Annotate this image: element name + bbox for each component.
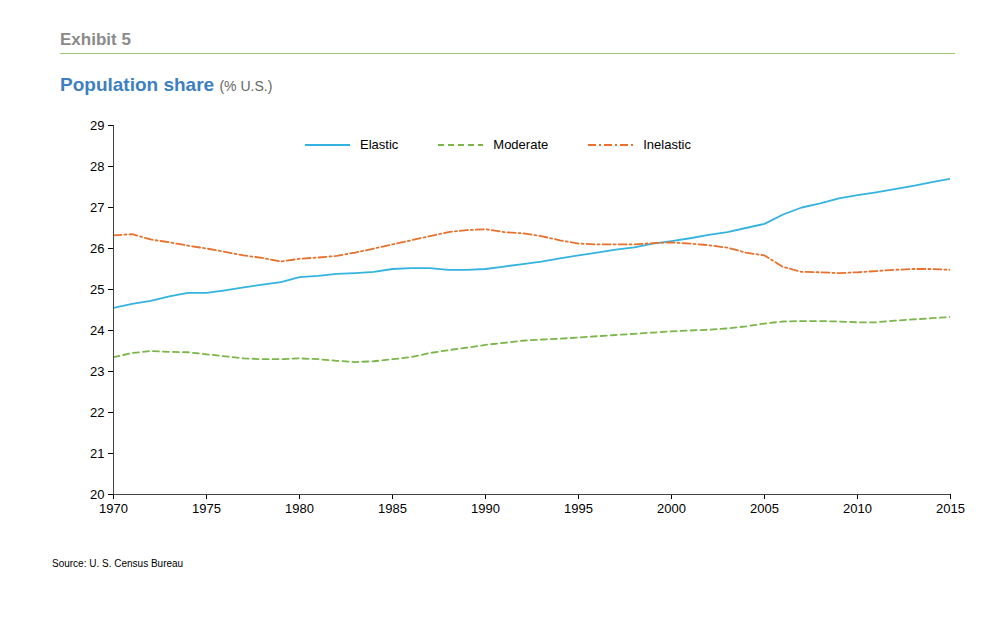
html-text:Population share(% U.S.): Population share(% U.S.): [60, 74, 273, 95]
svg-text:1990: 1990: [471, 501, 500, 516]
svg-text:21: 21: [90, 446, 104, 461]
svg-text:24: 24: [90, 323, 104, 338]
svg-text:2015: 2015: [936, 501, 965, 516]
svg-text:29: 29: [90, 118, 104, 133]
svg-text:23: 23: [90, 364, 104, 379]
html-text:Moderate: Moderate: [493, 137, 549, 152]
svg-text:1985: 1985: [378, 501, 407, 516]
svg-text:2010: 2010: [843, 501, 872, 516]
html-text:Elastic: Elastic: [360, 137, 399, 152]
svg-text:1975: 1975: [192, 501, 221, 516]
html-text:Inelastic: Inelastic: [643, 137, 691, 152]
svg-text:27: 27: [90, 200, 104, 215]
svg-text:1980: 1980: [285, 501, 314, 516]
html-text:Exhibit 5: Exhibit 5: [60, 30, 131, 49]
svg-text:22: 22: [90, 405, 104, 420]
svg-text:2005: 2005: [750, 501, 779, 516]
svg-text:2000: 2000: [657, 501, 686, 516]
html-text:Source: U. S. Census Bureau: Source: U. S. Census Bureau: [52, 558, 184, 569]
svg-text:1970: 1970: [99, 501, 128, 516]
svg-text:25: 25: [90, 282, 104, 297]
svg-text:20: 20: [90, 487, 104, 502]
svg-text:28: 28: [90, 159, 104, 174]
svg-text:1995: 1995: [564, 501, 593, 516]
svg-text:26: 26: [90, 241, 104, 256]
